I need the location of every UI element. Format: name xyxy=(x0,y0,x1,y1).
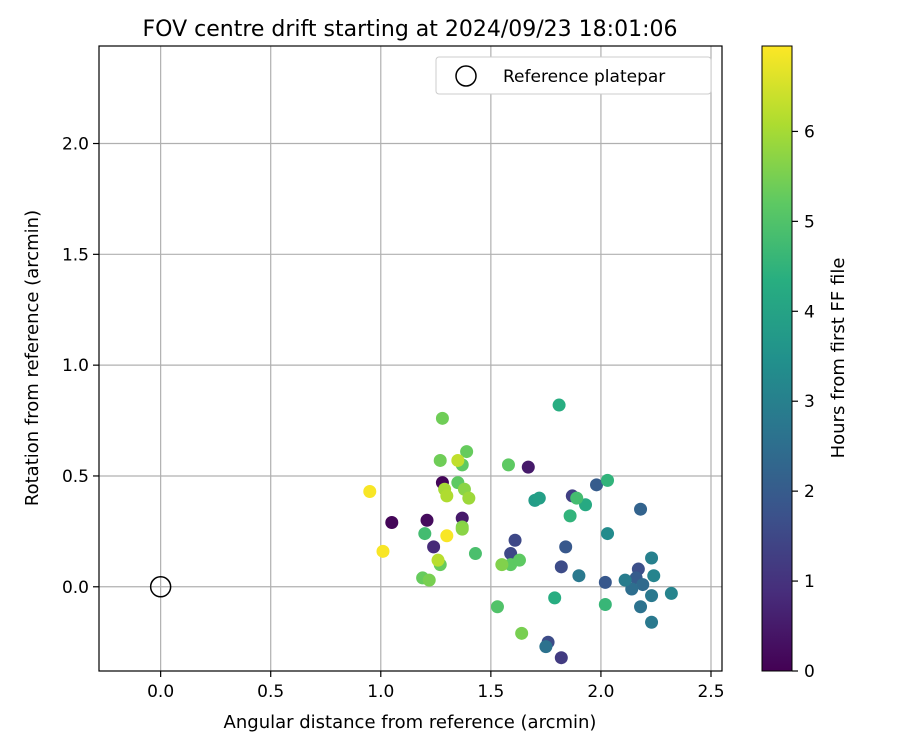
data-point xyxy=(427,540,441,554)
colorbar-ticks: 0 1 2 3 4 5 6 xyxy=(792,122,815,682)
colorbar-gradient xyxy=(761,45,793,672)
x-axis-ticks: 0.0 0.5 1.0 1.5 2.0 2.5 xyxy=(147,671,725,702)
colorbar: 0 1 2 3 4 5 6 Hours from first FF file xyxy=(761,45,849,682)
y-tick-label: 1.5 xyxy=(62,245,89,265)
data-point xyxy=(601,527,615,541)
data-point xyxy=(512,553,526,567)
data-point xyxy=(455,522,469,536)
legend-open-circle-icon xyxy=(455,65,477,87)
data-point xyxy=(468,547,482,561)
data-point xyxy=(636,578,650,592)
y-axis-label: Rotation from reference (arcmin) xyxy=(22,210,43,506)
data-point xyxy=(521,460,535,474)
data-point xyxy=(590,478,604,492)
data-point xyxy=(440,489,454,503)
colorbar-tick-label: 1 xyxy=(804,572,815,592)
reference-platepar-marker xyxy=(149,576,172,598)
data-point xyxy=(552,398,566,412)
data-point xyxy=(462,491,476,505)
data-point xyxy=(460,445,474,459)
data-point xyxy=(433,453,447,467)
data-point xyxy=(532,491,546,505)
colorbar-tick-label: 0 xyxy=(804,662,815,682)
data-point xyxy=(451,453,465,467)
x-tick-label: 1.0 xyxy=(367,682,394,702)
colorbar-tick-label: 2 xyxy=(804,482,815,502)
data-point xyxy=(539,640,553,654)
data-point xyxy=(376,544,390,558)
data-point xyxy=(598,598,612,612)
colorbar-tick-label: 4 xyxy=(804,302,815,322)
data-point xyxy=(554,651,568,665)
data-point xyxy=(435,411,449,425)
data-point xyxy=(645,615,659,629)
legend: Reference platepar xyxy=(435,56,712,95)
colorbar-label: Hours from first FF file xyxy=(828,258,849,459)
data-point xyxy=(420,513,434,527)
data-point xyxy=(363,484,377,498)
plot-frame xyxy=(98,45,723,672)
y-tick-label: 1.0 xyxy=(62,356,89,376)
data-point xyxy=(634,600,648,614)
data-point xyxy=(618,573,632,587)
data-point xyxy=(563,509,577,523)
reference-marker-group xyxy=(149,576,172,598)
data-point xyxy=(570,491,584,505)
data-point xyxy=(645,589,659,603)
data-point xyxy=(495,558,509,572)
data-point xyxy=(548,591,562,605)
data-point xyxy=(598,575,612,589)
colorbar-tick-label: 3 xyxy=(804,392,815,412)
data-points xyxy=(363,398,678,665)
data-point xyxy=(431,553,445,567)
data-point xyxy=(634,502,648,516)
colorbar-tick-label: 5 xyxy=(804,212,815,232)
data-point xyxy=(508,533,522,547)
x-tick-label: 0.5 xyxy=(257,682,284,702)
x-tick-label: 2.0 xyxy=(587,682,614,702)
data-point xyxy=(418,527,432,541)
colorbar-tick-label: 6 xyxy=(804,122,815,142)
data-point xyxy=(501,458,515,472)
data-point xyxy=(515,626,529,640)
data-point xyxy=(559,540,573,554)
data-point xyxy=(504,547,518,561)
x-tick-label: 1.5 xyxy=(477,682,504,702)
chart-title: FOV centre drift starting at 2024/09/23 … xyxy=(143,17,678,42)
legend-entry-label: Reference platepar xyxy=(503,67,665,87)
data-point xyxy=(385,516,399,530)
y-tick-label: 0.5 xyxy=(62,467,89,487)
legend-box xyxy=(435,56,712,95)
data-point xyxy=(490,600,504,614)
y-tick-label: 2.0 xyxy=(62,135,89,155)
x-tick-label: 0.0 xyxy=(147,682,174,702)
y-axis-ticks: 0.0 0.5 1.0 1.5 2.0 xyxy=(62,135,99,598)
x-tick-label: 2.5 xyxy=(697,682,724,702)
data-point xyxy=(647,569,661,583)
data-point xyxy=(664,586,678,600)
x-axis-label: Angular distance from reference (arcmin) xyxy=(224,712,597,733)
data-point xyxy=(554,560,568,574)
data-point xyxy=(625,582,639,596)
data-point xyxy=(572,569,586,583)
data-point xyxy=(601,473,615,487)
data-point xyxy=(440,529,454,543)
data-point xyxy=(422,573,436,587)
data-point xyxy=(645,551,659,565)
y-tick-label: 0.0 xyxy=(62,578,89,598)
grid-lines xyxy=(99,46,722,671)
data-point xyxy=(579,498,593,512)
